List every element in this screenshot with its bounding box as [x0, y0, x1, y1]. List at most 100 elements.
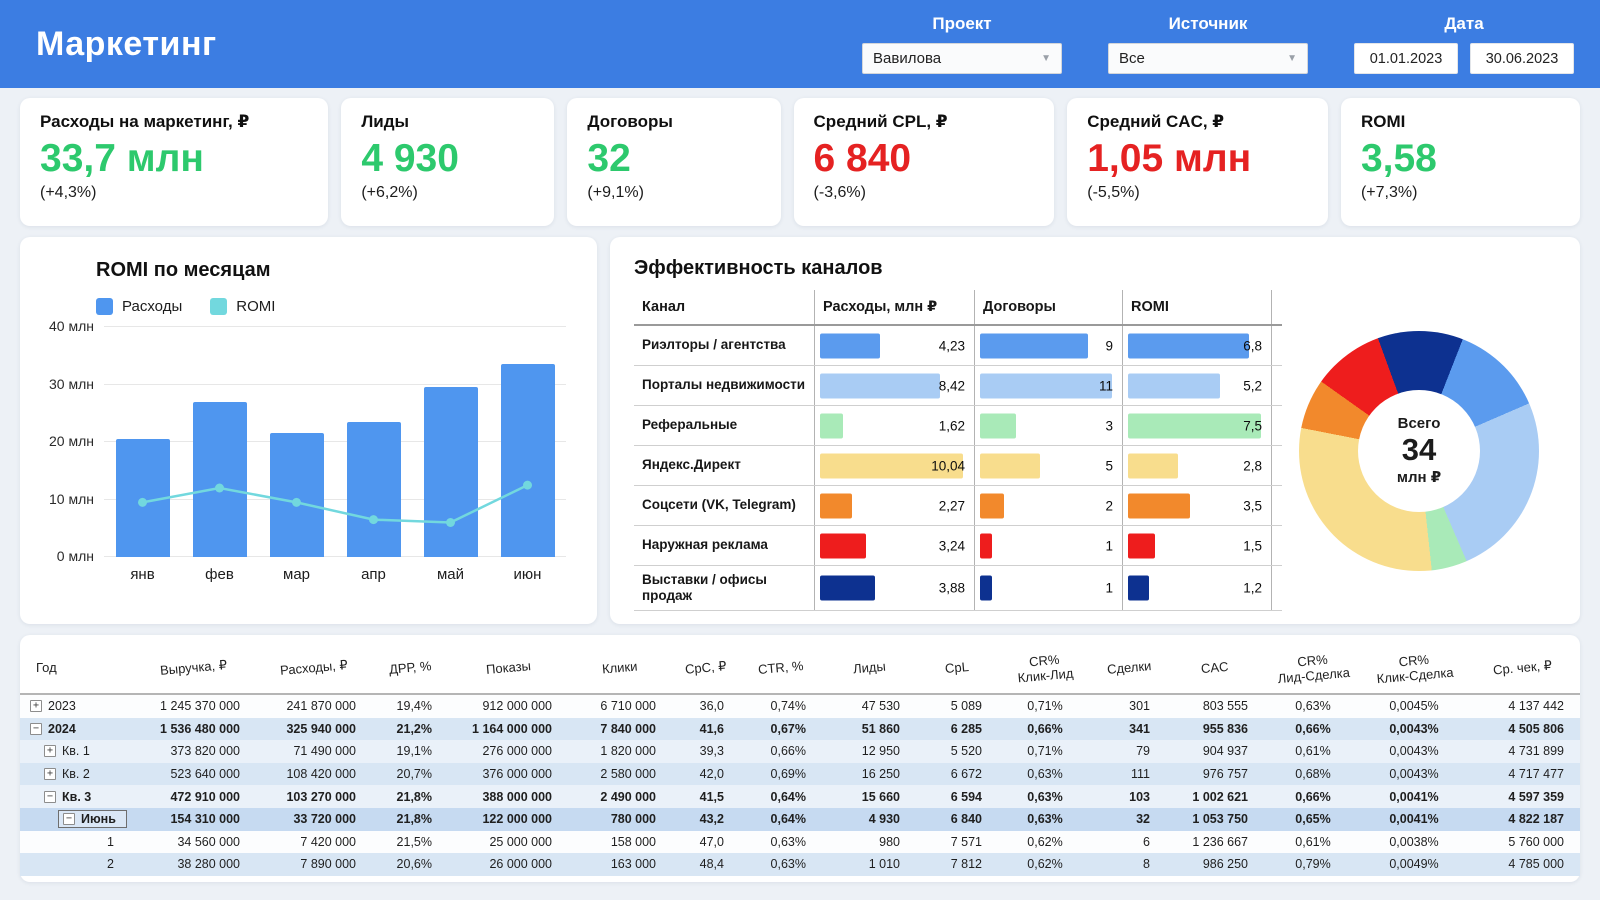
source-select[interactable]: Все ▼	[1108, 43, 1308, 74]
legend-item-romi[interactable]: ROMI	[210, 298, 275, 315]
channel-deals-value: 1	[1105, 538, 1113, 553]
channels-column-header: Договоры	[974, 290, 1122, 324]
table-cell: 472 910 000	[170, 789, 240, 804]
romi-by-month-card: ROMI по месяцам Расходы ROMI 0 млн 10 млн…	[20, 237, 597, 624]
channel-name: Соцсети (VK, Telegram)	[642, 497, 796, 513]
table-cell: 0,0038%	[1389, 834, 1439, 849]
table-cell: 71 490 000	[293, 744, 356, 759]
x-axis-label: фев	[205, 566, 234, 583]
table-cell: 0,61%	[1295, 834, 1331, 849]
table-cell: 0,66%	[770, 744, 806, 759]
channel-spend-value: 10,04	[931, 458, 965, 473]
table-cell: 4 822 187	[1508, 812, 1564, 827]
chevron-down-icon: ▼	[1287, 53, 1297, 64]
channel-spend-value: 1,62	[938, 418, 965, 433]
table-cell: 6 672	[950, 767, 982, 782]
row-label: 2023	[48, 699, 76, 714]
table-cell: 1 536 480 000	[160, 721, 240, 736]
channel-row: Выставки / офисы продаж 3,88 1 1,2	[634, 566, 1282, 612]
table-cell: 0,63%	[770, 857, 806, 872]
channel-name: Порталы недвижимости	[642, 377, 805, 393]
pivot-header-row: Год Выручка, ₽ Расходы, ₽ ДРР, % Показы Клики…	[20, 643, 1580, 695]
romi-chart-title: ROMI по месяцам	[96, 259, 271, 281]
channel-deals-value: 9	[1105, 338, 1113, 353]
channel-deals-cell: 5	[974, 446, 1122, 485]
pivot-column-header: CAC	[1200, 659, 1230, 677]
date-from-input[interactable]: 01.01.2023	[1354, 43, 1458, 74]
table-cell: 103 270 000	[286, 789, 356, 804]
kpi-label: Расходы на маркетинг, ₽	[40, 112, 250, 131]
x-axis-label: янв	[130, 566, 155, 583]
channel-row: Наружная реклама 3,24 1 1,5	[634, 526, 1282, 566]
table-cell: 25 000 000	[489, 834, 552, 849]
kpi-delta: (-3,6%)	[813, 183, 866, 201]
channel-spend-value: 3,24	[938, 538, 965, 553]
kpi-delta: (+6,2%)	[361, 183, 418, 201]
collapse-icon[interactable]: −	[44, 790, 56, 803]
bar-май	[423, 387, 478, 557]
table-cell: 0,63%	[770, 834, 806, 849]
table-cell: 7 840 000	[600, 721, 656, 736]
pivot-table-card: Год Выручка, ₽ Расходы, ₽ ДРР, % Показы Клики…	[20, 635, 1580, 882]
kpi-card-avg-cac: Средний CAC, ₽ 1,05 млн (-5,5%)	[1067, 98, 1328, 226]
table-cell: 0,0041%	[1389, 812, 1439, 827]
channel-romi-cell: 6,8	[1122, 326, 1272, 365]
gridline	[104, 441, 566, 442]
donut-area: Всего 34 млн ₽	[1282, 290, 1556, 611]
bar-апр	[346, 421, 401, 557]
date-filter-label: Дата	[1444, 14, 1484, 33]
donut-center-unit: млн ₽	[1396, 469, 1442, 486]
table-cell: 0,63%	[1027, 812, 1063, 827]
kpi-delta: (+7,3%)	[1360, 183, 1418, 201]
pivot-column-header: Клики	[601, 658, 639, 677]
kpi-card-avg-cpl: Средний CPL, ₽ 6 840 (-3,6%)	[793, 98, 1055, 226]
channel-deals-value: 1	[1105, 580, 1113, 596]
collapse-icon[interactable]: −	[63, 813, 75, 826]
kpi-value: 33,7 млн	[40, 137, 204, 180]
table-cell: 5 089	[950, 699, 982, 714]
table-cell: 8	[1143, 857, 1150, 872]
legend-item-spend[interactable]: Расходы	[96, 298, 182, 315]
channel-deals-bar	[980, 493, 1005, 518]
table-row: − Кв. 3 472 910 000 103 270 000 21,8% 388 000…	[20, 785, 1580, 808]
channel-spend-bar	[820, 493, 853, 518]
x-axis-label: май	[436, 566, 465, 583]
channel-romi-value: 2,8	[1243, 458, 1262, 473]
expand-icon[interactable]: +	[44, 768, 56, 781]
table-cell: 980	[879, 834, 900, 849]
channel-romi-value: 1,5	[1243, 538, 1262, 553]
date-to-input[interactable]: 30.06.2023	[1470, 43, 1574, 74]
channel-spend-bar	[820, 333, 881, 358]
channel-romi-cell: 7,5	[1122, 406, 1272, 445]
table-cell: 1 820 000	[600, 744, 656, 759]
channel-spend-cell: 4,23	[814, 326, 974, 365]
kpi-value: 32	[587, 137, 631, 180]
middle-row: ROMI по месяцам Расходы ROMI 0 млн 10 млн…	[0, 226, 1600, 624]
collapse-icon[interactable]: −	[30, 722, 42, 735]
table-cell: 0,0049%	[1389, 857, 1439, 872]
table-cell: 0,67%	[770, 721, 806, 736]
channel-name: Выставки / офисы продаж	[642, 572, 767, 604]
expand-icon[interactable]: +	[30, 700, 42, 713]
table-cell: 47,0	[699, 834, 724, 849]
table-cell: 523 640 000	[170, 767, 240, 782]
channel-deals-bar	[980, 373, 1113, 398]
donut-center-label: Всего	[1397, 415, 1441, 433]
channel-spend-value: 8,42	[938, 378, 965, 393]
channel-row: Соцсети (VK, Telegram) 2,27 2 3,5	[634, 486, 1282, 526]
legend-swatch	[210, 298, 228, 315]
filter-source: Источник Все ▼	[1108, 14, 1308, 74]
table-cell: 21,8%	[396, 812, 432, 827]
table-cell: 1 164 000 000	[472, 721, 552, 736]
legend-label: ROMI	[236, 298, 276, 315]
pivot-column-header: CpC, ₽	[684, 658, 728, 678]
gridline	[104, 383, 566, 385]
expand-icon[interactable]: +	[44, 745, 56, 758]
table-cell: 0,71%	[1027, 744, 1063, 759]
table-cell: 325 940 000	[286, 721, 356, 736]
x-axis-label: июн	[513, 566, 542, 583]
row-label-cell: 2	[20, 853, 132, 876]
project-select[interactable]: Вавилова ▼	[862, 43, 1062, 74]
table-cell: 0,62%	[1027, 857, 1063, 872]
table-cell: 276 000 000	[482, 744, 552, 759]
